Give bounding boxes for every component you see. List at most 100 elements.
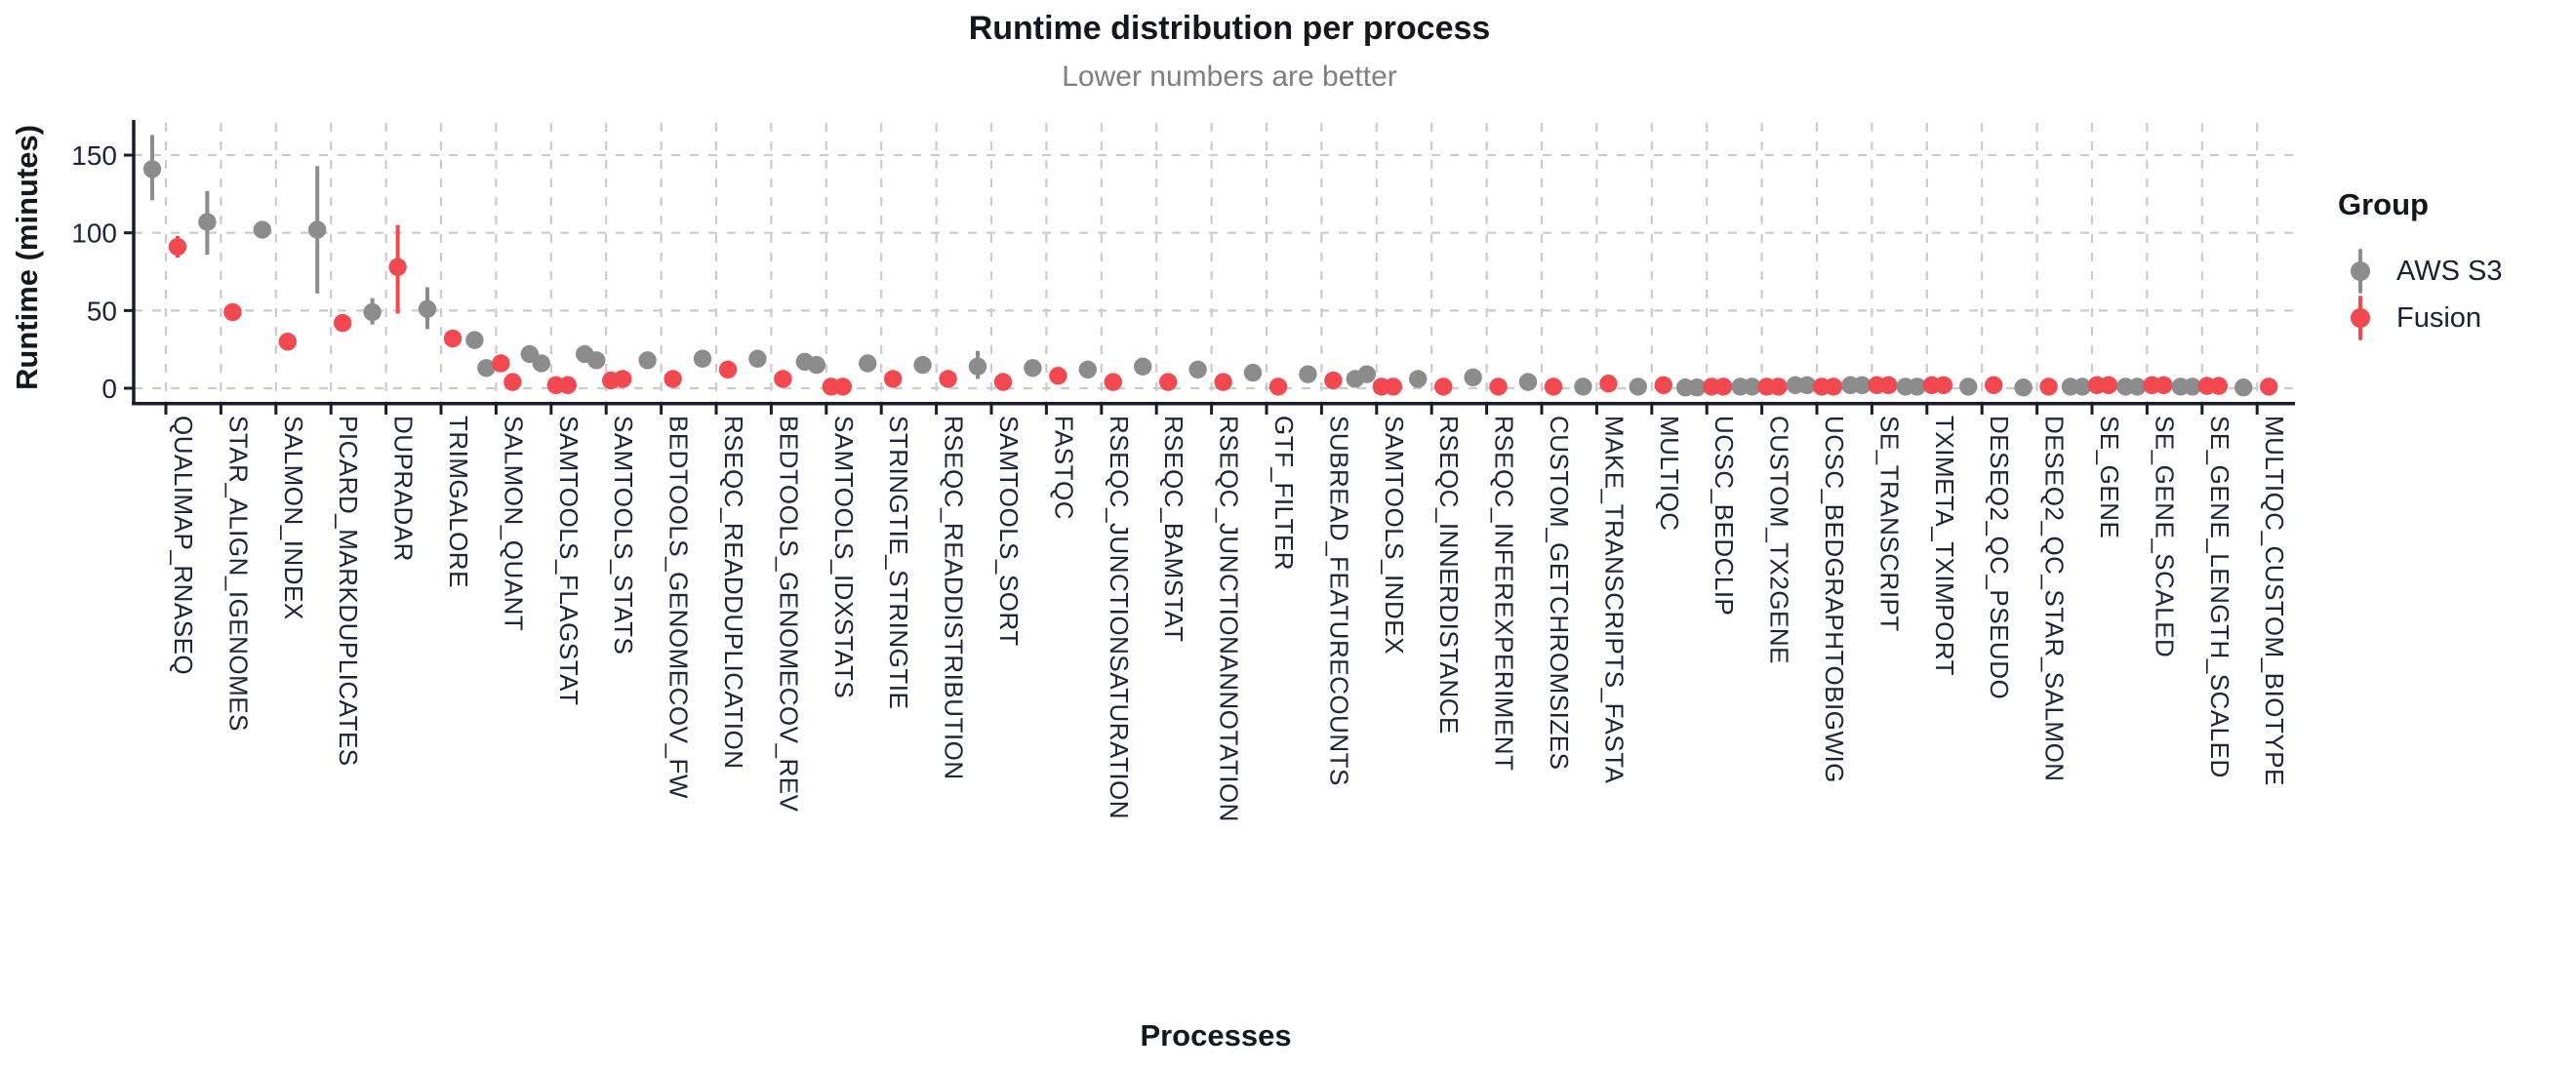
point-aws-s3 <box>2073 378 2092 396</box>
point-fusion <box>1544 378 1563 396</box>
x-tick-label: STAR_ALIGN_IGENOMES <box>223 416 253 732</box>
x-tick-label: SAMTOOLS_INDEX <box>1380 416 1409 655</box>
x-tick-label: TXIMETA_TXIMPORT <box>1930 416 1959 676</box>
x-tick-label: SAMTOOLS_IDXSTATS <box>829 416 859 698</box>
point-aws-s3 <box>968 357 987 376</box>
point-aws-s3 <box>1464 368 1482 387</box>
point-fusion <box>558 376 577 395</box>
x-tick-label: RSEQC_READDUPLICATION <box>719 416 748 770</box>
chart-subtitle: Lower numbers are better <box>1062 60 1397 93</box>
point-fusion <box>2209 377 2228 395</box>
point-aws-s3 <box>1743 378 1761 396</box>
point-aws-s3 <box>807 355 825 375</box>
point-aws-s3 <box>693 349 712 368</box>
point-aws-s3 <box>1134 357 1152 376</box>
x-tick-label: RSEQC_BAMSTAT <box>1159 416 1188 642</box>
point-aws-s3 <box>418 299 437 318</box>
x-tick-label: CUSTOM_GETCHROMSIZES <box>1545 416 1574 770</box>
point-fusion <box>884 370 903 388</box>
point-fusion <box>1384 378 1403 396</box>
point-aws-s3 <box>1688 378 1707 397</box>
point-aws-s3 <box>198 213 217 231</box>
point-fusion <box>993 373 1013 391</box>
point-aws-s3 <box>2183 378 2201 396</box>
point-aws-s3 <box>1188 360 1207 379</box>
point-aws-s3 <box>308 220 327 239</box>
point-fusion <box>1879 376 1898 395</box>
x-tick-label: QUALIMAP_RNASEQ <box>169 416 198 675</box>
point-fusion <box>1934 376 1953 395</box>
glyph-dot <box>2351 261 2370 281</box>
x-tick-label: GTF_FILTER <box>1269 416 1299 571</box>
point-fusion <box>1714 378 1733 396</box>
point-fusion <box>443 329 463 348</box>
glyph-dot <box>2351 308 2370 328</box>
point-fusion <box>388 258 407 276</box>
point-fusion <box>223 302 242 322</box>
point-aws-s3 <box>1853 376 1872 395</box>
point-aws-s3 <box>1959 378 1978 396</box>
point-fusion <box>614 370 632 388</box>
y-tick-label: 150 <box>71 140 117 171</box>
x-tick-label: SAMTOOLS_STATS <box>609 416 638 655</box>
point-aws-s3 <box>2128 378 2147 396</box>
x-tick-label: RSEQC_READDISTRIBUTION <box>940 416 969 780</box>
y-tick-label: 50 <box>87 296 117 326</box>
x-tick-label: RSEQC_JUNCTIONSATURATION <box>1105 416 1134 819</box>
legend-label-aws-s3: AWS S3 <box>2396 255 2503 287</box>
point-aws-s3 <box>1908 378 1927 396</box>
legend-title: Group <box>2338 187 2429 221</box>
point-aws-s3 <box>1409 370 1428 388</box>
point-aws-s3 <box>913 355 932 375</box>
x-tick-label: MULTIQC <box>1655 416 1684 532</box>
x-tick-label: DESEQ2_QC_STAR_SALMON <box>2040 416 2070 782</box>
point-fusion <box>939 370 957 388</box>
point-fusion <box>1824 378 1843 396</box>
point-aws-s3 <box>2234 378 2253 397</box>
point-fusion <box>664 370 682 388</box>
legend-item-aws-s3: AWS S3 <box>2338 248 2503 295</box>
legend-item-fusion: Fusion <box>2338 295 2503 341</box>
point-fusion <box>278 333 297 351</box>
point-fusion <box>1769 378 1788 396</box>
x-tick-label: SUBREAD_FEATURECOUNTS <box>1324 416 1353 786</box>
point-fusion <box>718 360 738 379</box>
x-tick-label: UCSC_BEDCLIP <box>1710 416 1739 616</box>
x-tick-label: SALMON_QUANT <box>499 416 528 631</box>
legend-label-fusion: Fusion <box>2396 301 2482 334</box>
point-aws-s3 <box>748 349 767 368</box>
point-fusion <box>1159 373 1178 391</box>
x-tick-label: SAMTOOLS_SORT <box>994 416 1024 647</box>
x-tick-label: RSEQC_INNERDISTANCE <box>1434 416 1464 735</box>
point-aws-s3 <box>1629 378 1648 396</box>
point-fusion <box>334 313 352 333</box>
point-aws-s3 <box>1243 363 1263 382</box>
x-tick-label: CUSTOM_TX2GENE <box>1765 416 1794 664</box>
point-fusion <box>503 373 522 391</box>
x-tick-label: MAKE_TRANSCRIPTS_FASTA <box>1599 416 1629 784</box>
x-tick-label: SE_TRANSCRIPT <box>1874 416 1904 632</box>
point-fusion <box>2260 378 2278 396</box>
point-fusion <box>1985 376 2003 395</box>
point-fusion <box>168 237 187 257</box>
x-tick-label: SE_GENE_SCALED <box>2150 416 2179 657</box>
point-fusion <box>1324 371 1343 390</box>
point-aws-s3 <box>253 220 271 239</box>
point-fusion <box>1599 375 1618 393</box>
point-aws-s3 <box>1078 360 1098 379</box>
x-tick-label: SE_GENE <box>2095 416 2124 538</box>
pointrange-glyph-aws-icon <box>2350 249 2371 294</box>
point-fusion <box>1268 378 1288 396</box>
point-fusion <box>1214 373 1232 391</box>
legend: Group AWS S3 Fusion <box>2338 187 2503 341</box>
x-tick-label: BEDTOOLS_GENOMECOV_FW <box>664 416 694 799</box>
x-tick-label: SALMON_INDEX <box>279 416 308 620</box>
x-tick-label: RSEQC_INFEREXPERIMENT <box>1490 416 1519 771</box>
x-tick-label: STRINGTIE_STRINGTIE <box>884 416 913 709</box>
x-tick-label: DESEQ2_QC_PSEUDO <box>1985 416 2014 699</box>
point-aws-s3 <box>1024 359 1042 378</box>
point-aws-s3 <box>859 354 877 373</box>
point-aws-s3 <box>465 331 484 349</box>
